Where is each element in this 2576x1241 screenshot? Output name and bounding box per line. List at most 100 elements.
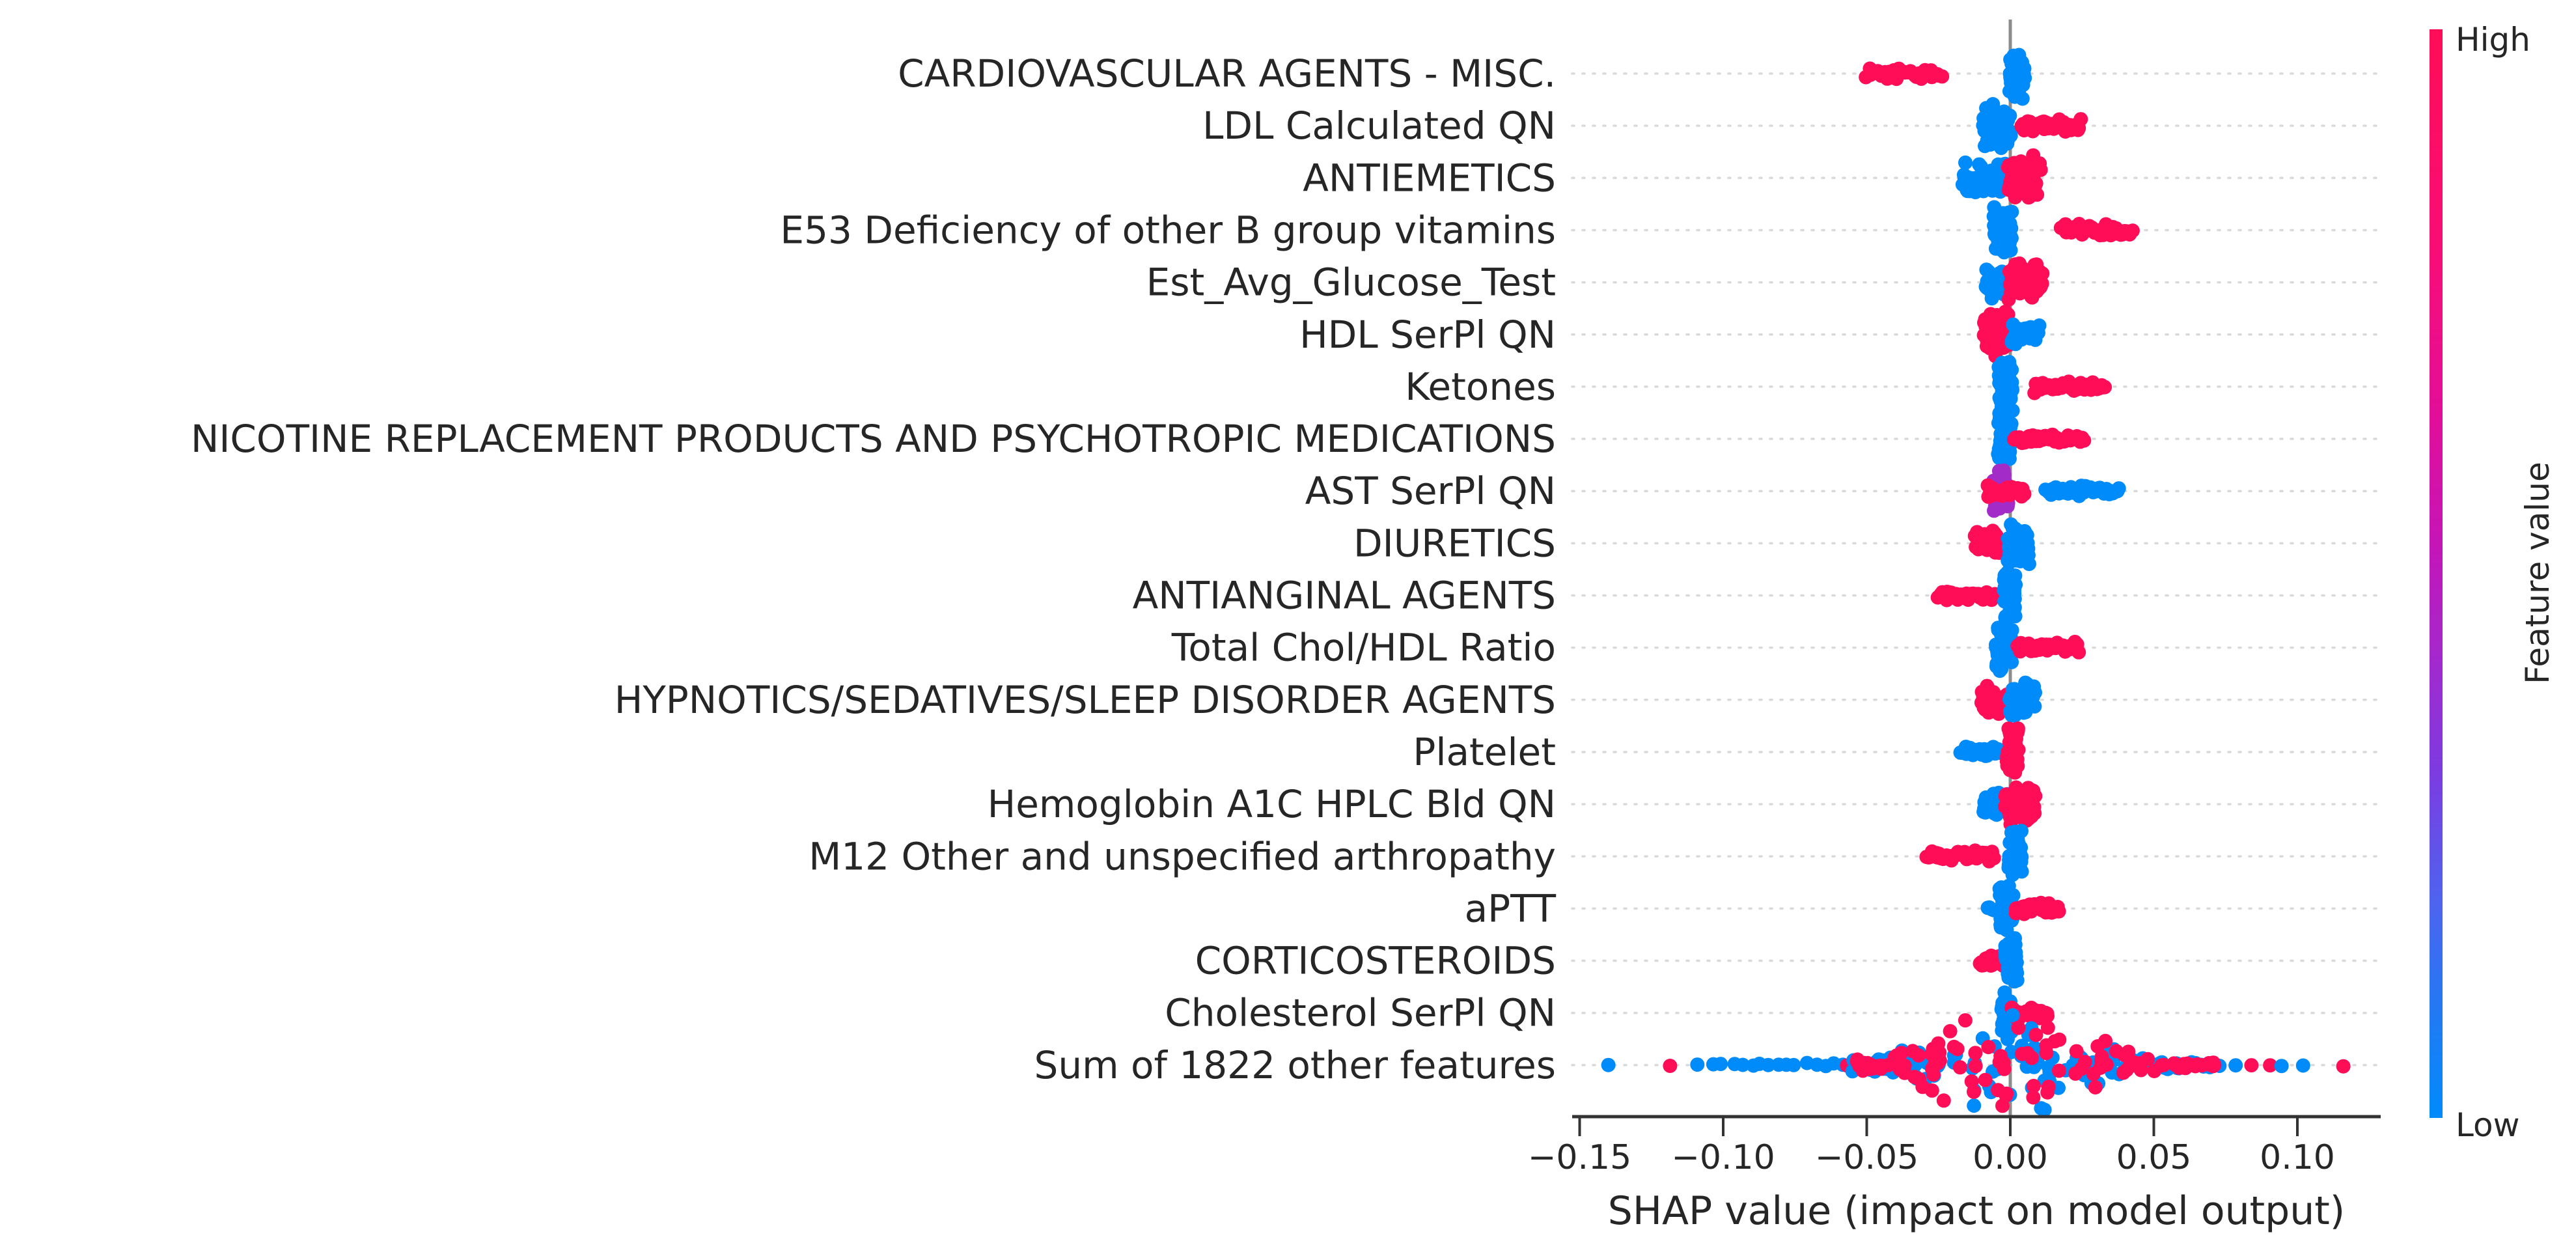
shap-dot [2336, 1059, 2351, 1074]
shap-dot [2011, 742, 2026, 757]
shap-dot [1713, 1057, 1728, 1072]
shap-dot [2028, 685, 2042, 700]
shap-dot [2051, 904, 2066, 919]
colorbar-title: Feature value [2519, 462, 2556, 684]
shap-dot [2015, 1046, 2030, 1061]
shap-dot [2002, 108, 2017, 123]
shap-dot [1915, 1080, 1930, 1095]
shap-dot [2094, 1053, 2109, 1068]
shap-dot [2088, 1080, 2103, 1095]
feature-labels: CARDIOVASCULAR AGENTS - MISC. LDL Calcula… [191, 51, 1557, 1087]
shap-dot [1690, 1057, 1705, 1072]
shap-dot [2004, 204, 2019, 219]
shap-dot [1943, 1024, 1958, 1039]
beeswarm-row [1991, 355, 2112, 419]
beeswarm-row [1986, 200, 2140, 260]
colorbar-low-label: Low [2456, 1106, 2519, 1144]
feature-label: Platelet [1413, 730, 1556, 774]
shap-dot [1889, 1048, 1904, 1063]
shap-dot [2098, 380, 2112, 395]
shap-dot [1736, 1057, 1751, 1072]
shap-dot [1958, 1013, 1973, 1028]
shap-dot [2027, 806, 2042, 820]
shap-dot [2017, 486, 2032, 501]
x-axis-tick-label: −0.05 [1815, 1138, 1918, 1177]
shap-dot [2274, 1059, 2289, 1074]
beeswarm-row [1973, 931, 2025, 989]
shap-dot [2029, 176, 2043, 191]
shap-dot [2295, 1058, 2310, 1073]
shap-dot [2015, 91, 2030, 106]
feature-label: Total Chol/HDL Ratio [1171, 626, 1556, 670]
feature-label: Sum of 1822 other features [1034, 1043, 1556, 1087]
shap-dot [2069, 1044, 2084, 1059]
x-axis-tick-label: −0.10 [1671, 1138, 1775, 1177]
shap-dot [2004, 622, 2019, 637]
shap-dot [2010, 973, 2025, 988]
shap-dot [2005, 1008, 2020, 1023]
shap-dot [2005, 383, 2019, 398]
shap-dot [2034, 276, 2049, 291]
feature-label: aPTT [1465, 886, 1557, 930]
shap-dot [2010, 721, 2025, 736]
beeswarm-row [1976, 304, 2047, 363]
shap-dot [2032, 318, 2047, 333]
shap-dot [2178, 1061, 2193, 1076]
shap-dot [1986, 851, 2001, 865]
beeswarm-row [1967, 517, 2036, 572]
x-axis-tick-label: 0.00 [1973, 1138, 2048, 1177]
shap-dot [2263, 1058, 2278, 1073]
beeswarm-row [1974, 675, 2042, 723]
shap-dot [2004, 230, 2019, 245]
x-axis-tick-label: 0.10 [2260, 1138, 2335, 1177]
shap-dot [2026, 1078, 2041, 1093]
shap-dot [2033, 162, 2048, 177]
colorbar-high-label: High [2456, 21, 2530, 59]
shap-dot [2017, 70, 2032, 85]
x-axis-tick-label: −0.15 [1528, 1138, 1631, 1177]
colorbar [2430, 29, 2443, 1118]
shap-dot [1997, 1061, 2012, 1076]
shap-dot [1993, 1049, 2008, 1063]
shap-dot [2004, 416, 2019, 431]
shap-dot [1994, 662, 2009, 676]
shap-dot [1932, 1053, 1947, 1068]
feature-label: Hemoglobin A1C HPLC Bld QN [988, 782, 1556, 826]
feature-label: HYPNOTICS/SEDATIVES/SLEEP DISORDER AGENT… [615, 678, 1556, 722]
beeswarm-row [1989, 614, 2086, 678]
feature-label: CARDIOVASCULAR AGENTS - MISC. [898, 51, 1556, 96]
shap-dot [2029, 1027, 2043, 1042]
shap-dot [1663, 1059, 1678, 1073]
beeswarm-dots-layer [1601, 48, 2351, 1117]
beeswarm-row [1978, 256, 2050, 307]
shap-dot [2014, 824, 2029, 839]
shap-dot [2003, 243, 2018, 258]
shap-dot [2009, 955, 2024, 970]
shap-dot [1936, 1093, 1951, 1108]
shap-dot [2039, 1046, 2054, 1061]
shap-dot [2073, 112, 2088, 127]
shap-dot [1967, 1098, 1982, 1113]
shap-dot [2109, 1044, 2124, 1059]
shap-dot [1968, 1046, 1983, 1061]
shap-dot [1907, 1070, 1922, 1084]
gridlines [1571, 72, 2382, 1067]
shap-dot [2035, 266, 2050, 281]
shap-dot [1964, 1074, 1979, 1089]
feature-label: LDL Calculated QN [1202, 104, 1556, 148]
shap-dot [1874, 1058, 1888, 1073]
shap-dot [2244, 1058, 2259, 1073]
shap-dot [1946, 1039, 1961, 1054]
beeswarm-row [1930, 565, 2023, 627]
beeswarm-row [1601, 1008, 2351, 1117]
shap-dot [2028, 788, 2043, 803]
shap-dot [2008, 578, 2023, 592]
shap-dot [2011, 1020, 2026, 1035]
beeswarm-row [1980, 463, 2126, 518]
shap-dot [2030, 187, 2045, 202]
beeswarm-row [1976, 780, 2043, 831]
shap-dot [2014, 850, 2029, 865]
shap-dot [2052, 1032, 2067, 1047]
feature-label: ANTIEMETICS [1303, 156, 1556, 200]
beeswarm-row [1953, 721, 2026, 780]
